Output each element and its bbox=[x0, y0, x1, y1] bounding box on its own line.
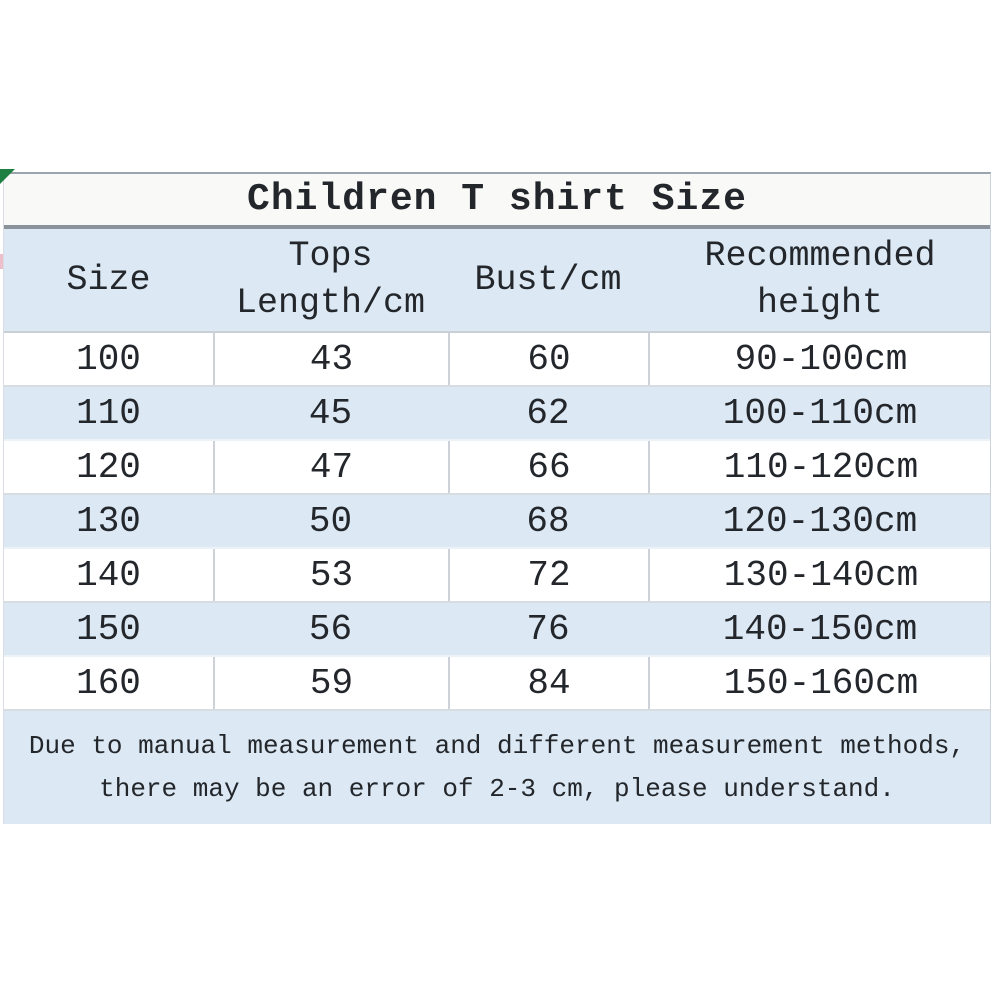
table-cell: 120 bbox=[76, 446, 141, 488]
table-cell: 84 bbox=[448, 657, 648, 709]
disclaimer-line: Due to manual measurement and different … bbox=[28, 730, 966, 761]
column-header-bust: Bust/cm bbox=[448, 257, 648, 304]
column-header-label: Recommended bbox=[704, 236, 936, 276]
table-row: 110 45 62 100-110cm bbox=[4, 387, 990, 441]
measurement-disclaimer: Due to manual measurement and different … bbox=[4, 711, 990, 824]
size-chart: Children T shirt Size Size Tops Length/c… bbox=[3, 172, 991, 824]
table-cell: 120-130cm bbox=[722, 500, 918, 542]
table-row: 130 50 68 120-130cm bbox=[4, 495, 990, 549]
chart-title: Children T shirt Size bbox=[4, 174, 990, 229]
table-row: 100 43 60 90-100cm bbox=[4, 333, 990, 387]
table-row: 140 53 72 130-140cm bbox=[4, 549, 990, 603]
table-cell: 150-160cm bbox=[648, 657, 992, 709]
column-header-tops-length: Tops Length/cm bbox=[213, 233, 448, 327]
table-cell: 66 bbox=[448, 441, 648, 493]
table-cell: 110 bbox=[76, 392, 141, 434]
table-cell: 76 bbox=[526, 608, 570, 650]
table-cell: 59 bbox=[213, 657, 448, 709]
column-header-size: Size bbox=[4, 257, 213, 304]
table-cell: 160 bbox=[76, 662, 141, 704]
column-header-label: Length/cm bbox=[235, 283, 426, 323]
spreadsheet-corner-marker-icon bbox=[0, 169, 15, 184]
table-cell: 140 bbox=[76, 554, 141, 596]
table-header-row: Size Tops Length/cm Bust/cm Recommended … bbox=[4, 229, 990, 333]
table-cell: 130-140cm bbox=[648, 549, 992, 601]
table-cell: 100 bbox=[76, 338, 141, 380]
table-cell: 60 bbox=[448, 333, 648, 385]
table-cell: 50 bbox=[308, 500, 353, 542]
column-header-label: height bbox=[756, 283, 884, 323]
table-cell: 110-120cm bbox=[648, 441, 992, 493]
column-header-label: Tops bbox=[288, 236, 373, 276]
table-cell: 150 bbox=[76, 608, 141, 650]
table-cell: 62 bbox=[526, 392, 570, 434]
table-cell: 68 bbox=[526, 500, 570, 542]
table-row: 120 47 66 110-120cm bbox=[4, 441, 990, 495]
table-row: 160 59 84 150-160cm bbox=[4, 657, 990, 711]
column-header-label: Size bbox=[66, 259, 151, 300]
left-edge-pink-artifact bbox=[0, 254, 3, 269]
table-cell: 43 bbox=[213, 333, 448, 385]
table-cell: 100-110cm bbox=[722, 392, 918, 434]
table-cell: 53 bbox=[213, 549, 448, 601]
table-cell: 47 bbox=[213, 441, 448, 493]
chart-title-text: Children T shirt Size bbox=[247, 178, 747, 221]
table-cell: 56 bbox=[308, 608, 353, 650]
table-cell: 130 bbox=[76, 500, 141, 542]
table-row: 150 56 76 140-150cm bbox=[4, 603, 990, 657]
table-cell: 90-100cm bbox=[648, 333, 992, 385]
table-cell: 72 bbox=[448, 549, 648, 601]
column-header-label: Bust/cm bbox=[474, 259, 622, 300]
column-header-recommended-height: Recommended height bbox=[648, 233, 992, 327]
table-cell: 140-150cm bbox=[722, 608, 918, 650]
table-cell: 45 bbox=[308, 392, 353, 434]
disclaimer-line: there may be an error of 2-3 cm, please … bbox=[99, 773, 895, 804]
